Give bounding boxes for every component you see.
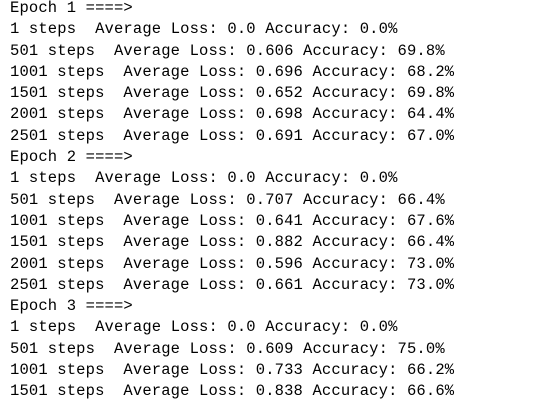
- log-line: 1001 steps Average Loss: 0.733 Accuracy:…: [10, 360, 542, 381]
- epoch-header: Epoch 2 ====>: [10, 148, 133, 167]
- log-line: 1501 steps Average Loss: 0.882 Accuracy:…: [10, 232, 542, 253]
- epoch-header: Epoch 1 ====>: [10, 0, 133, 17]
- average-loss: Average Loss: 0.641: [123, 211, 304, 230]
- average-loss: Average Loss: 0.882: [123, 233, 304, 252]
- accuracy: Accuracy: 67.6%: [312, 211, 455, 230]
- accuracy: Accuracy: 66.4%: [312, 233, 455, 252]
- average-loss: Average Loss: 0.596: [123, 254, 304, 273]
- log-line: 501 steps Average Loss: 0.609 Accuracy: …: [10, 339, 542, 360]
- accuracy: Accuracy: 67.0%: [312, 126, 455, 145]
- steps-count: 2501 steps: [10, 126, 124, 145]
- accuracy: Accuracy: 64.4%: [312, 105, 455, 124]
- average-loss: Average Loss: 0.0: [95, 169, 256, 188]
- steps-count: 1001 steps: [10, 62, 124, 81]
- steps-count: 1001 steps: [10, 211, 124, 230]
- average-loss: Average Loss: 0.696: [123, 62, 304, 81]
- accuracy: Accuracy: 68.2%: [312, 62, 455, 81]
- log-line: 1501 steps Average Loss: 0.838 Accuracy:…: [10, 381, 542, 402]
- steps-count: 1001 steps: [10, 361, 124, 380]
- steps-count: 1501 steps: [10, 84, 124, 103]
- accuracy: Accuracy: 66.6%: [312, 382, 455, 401]
- average-loss: Average Loss: 0.733: [123, 361, 304, 380]
- average-loss: Average Loss: 0.838: [123, 382, 304, 401]
- accuracy: Accuracy: 69.8%: [303, 41, 445, 60]
- steps-count: 1 steps: [10, 318, 96, 337]
- log-line: 2001 steps Average Loss: 0.698 Accuracy:…: [10, 104, 542, 125]
- average-loss: Average Loss: 0.0: [95, 20, 256, 39]
- steps-count: 1501 steps: [10, 382, 124, 401]
- log-line: 1 steps Average Loss: 0.0 Accuracy: 0.0%: [10, 19, 542, 40]
- steps-count: 1501 steps: [10, 233, 124, 252]
- average-loss: Average Loss: 0.691: [123, 126, 304, 145]
- log-line: 501 steps Average Loss: 0.707 Accuracy: …: [10, 190, 542, 211]
- log-line: 1001 steps Average Loss: 0.696 Accuracy:…: [10, 62, 542, 83]
- average-loss: Average Loss: 0.707: [113, 190, 294, 209]
- average-loss: Average Loss: 0.661: [123, 275, 304, 294]
- log-line: 2001 steps Average Loss: 0.596 Accuracy:…: [10, 254, 542, 275]
- log-line: 1 steps Average Loss: 0.0 Accuracy: 0.0%: [10, 317, 542, 338]
- steps-count: 501 steps: [10, 41, 114, 60]
- steps-count: 1 steps: [10, 20, 96, 39]
- steps-count: 2001 steps: [10, 105, 124, 124]
- log-line: 2501 steps Average Loss: 0.691 Accuracy:…: [10, 126, 542, 147]
- log-line: 501 steps Average Loss: 0.606 Accuracy: …: [10, 41, 542, 62]
- accuracy: Accuracy: 0.0%: [265, 20, 398, 39]
- steps-count: 2001 steps: [10, 254, 124, 273]
- steps-count: 501 steps: [10, 339, 114, 358]
- accuracy: Accuracy: 73.0%: [312, 275, 455, 294]
- steps-count: 501 steps: [10, 190, 114, 209]
- average-loss: Average Loss: 0.609: [113, 339, 294, 358]
- average-loss: Average Loss: 0.0: [95, 318, 256, 337]
- average-loss: Average Loss: 0.698: [123, 105, 304, 124]
- average-loss: Average Loss: 0.606: [113, 41, 294, 60]
- log-line: 1 steps Average Loss: 0.0 Accuracy: 0.0%: [10, 168, 542, 189]
- log-line: 1501 steps Average Loss: 0.652 Accuracy:…: [10, 83, 542, 104]
- console-output: Epoch 1 ====> 1 steps Average Loss: 0.0 …: [10, 0, 542, 407]
- log-line: 2501 steps Average Loss: 0.661 Accuracy:…: [10, 275, 542, 296]
- steps-count: 1 steps: [10, 169, 96, 188]
- accuracy: Accuracy: 66.2%: [312, 361, 455, 380]
- accuracy: Accuracy: 0.0%: [265, 169, 398, 188]
- accuracy: Accuracy: 69.8%: [312, 84, 455, 103]
- log-line: 1001 steps Average Loss: 0.641 Accuracy:…: [10, 211, 542, 232]
- accuracy: Accuracy: 66.4%: [303, 190, 445, 209]
- accuracy: Accuracy: 0.0%: [265, 318, 398, 337]
- steps-count: 2501 steps: [10, 275, 124, 294]
- accuracy: Accuracy: 73.0%: [312, 254, 455, 273]
- epoch-header: Epoch 3 ====>: [10, 297, 133, 316]
- average-loss: Average Loss: 0.652: [123, 84, 304, 103]
- accuracy: Accuracy: 75.0%: [303, 339, 445, 358]
